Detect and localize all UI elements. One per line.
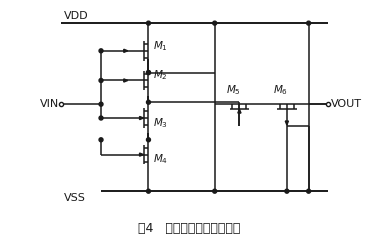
Text: $M_6$: $M_6$ (273, 83, 288, 97)
Text: VDD: VDD (64, 11, 88, 21)
Circle shape (99, 49, 103, 53)
Polygon shape (285, 121, 288, 125)
Text: $M_5$: $M_5$ (226, 83, 240, 97)
Circle shape (213, 189, 217, 193)
Circle shape (147, 189, 150, 193)
Polygon shape (124, 79, 128, 82)
Text: VSS: VSS (64, 193, 85, 203)
Polygon shape (139, 153, 144, 156)
Circle shape (99, 102, 103, 106)
Polygon shape (124, 49, 128, 53)
Text: 图4   施密特触发器内部电路: 图4 施密特触发器内部电路 (138, 222, 240, 235)
Circle shape (99, 78, 103, 83)
Circle shape (285, 189, 289, 193)
Circle shape (307, 189, 311, 193)
Circle shape (147, 138, 150, 142)
Circle shape (147, 21, 150, 25)
Text: $M_2$: $M_2$ (153, 69, 168, 83)
Circle shape (147, 71, 150, 75)
Circle shape (99, 116, 103, 120)
Polygon shape (139, 116, 144, 120)
Polygon shape (238, 109, 241, 113)
Circle shape (99, 138, 103, 142)
Text: $M_1$: $M_1$ (153, 39, 168, 53)
Text: VIN: VIN (40, 99, 59, 109)
Circle shape (307, 21, 311, 25)
Circle shape (213, 21, 217, 25)
Circle shape (147, 71, 150, 75)
Text: $M_3$: $M_3$ (153, 116, 169, 130)
Text: $M_4$: $M_4$ (153, 153, 169, 166)
Text: VOUT: VOUT (332, 99, 363, 109)
Circle shape (147, 100, 150, 104)
